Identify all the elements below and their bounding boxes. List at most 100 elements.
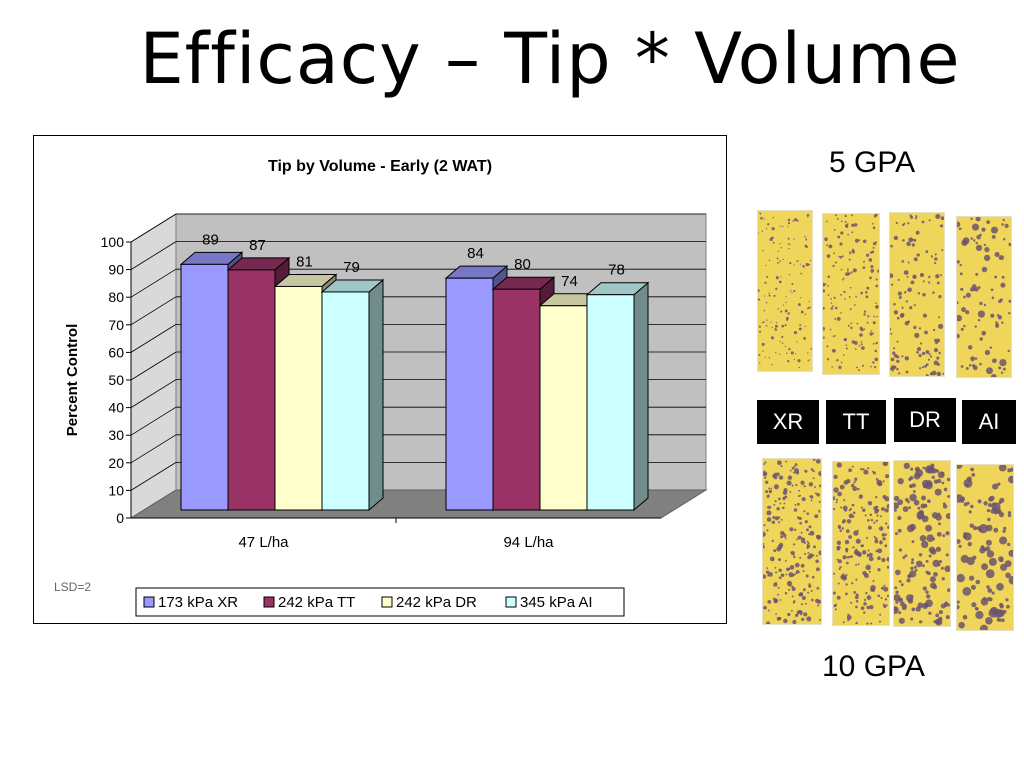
droplet-stain — [796, 341, 798, 343]
droplet-stain — [799, 324, 802, 327]
droplet-stain — [824, 283, 827, 286]
droplet-stain — [973, 239, 976, 242]
droplet-stain — [764, 476, 767, 479]
droplet-stain — [804, 602, 807, 605]
droplet-stain — [907, 574, 912, 579]
droplet-stain — [832, 264, 835, 268]
droplet-stain — [773, 475, 778, 480]
droplet-stain — [945, 513, 950, 520]
droplet-stain — [814, 492, 817, 495]
bar — [586, 294, 635, 511]
droplet-stain — [773, 598, 779, 603]
droplet-stain — [985, 569, 995, 579]
droplet-stain — [894, 586, 898, 590]
gridline-side — [130, 406, 177, 436]
droplet-stain — [910, 561, 914, 565]
data-label: 80 — [514, 256, 531, 273]
droplet-stain — [998, 618, 1002, 622]
droplet-stain — [768, 487, 771, 490]
droplet-stain — [874, 537, 878, 541]
droplet-stain — [937, 478, 942, 484]
droplet-stain — [866, 622, 869, 625]
droplet-stain — [924, 330, 928, 335]
droplet-stain — [863, 260, 865, 263]
droplet-stain — [916, 350, 919, 354]
droplet-stain — [938, 610, 943, 615]
droplet-stain — [876, 315, 878, 318]
droplet-stain — [842, 505, 848, 511]
droplet-stain — [809, 495, 811, 498]
droplet-stain — [981, 266, 988, 273]
droplet-stain — [761, 322, 763, 324]
droplet-stain — [826, 220, 828, 223]
droplet-stain — [917, 514, 923, 520]
droplet-stain — [847, 270, 849, 272]
droplet-stain — [970, 217, 973, 221]
droplet-stain — [805, 245, 808, 249]
spray-card-10gpa-xr — [762, 458, 822, 625]
droplet-stain — [759, 213, 762, 215]
droplet-stain — [834, 603, 837, 606]
droplet-stain — [893, 347, 896, 350]
droplet-stain — [836, 595, 841, 600]
droplet-stain — [855, 593, 859, 597]
droplet-stain — [845, 478, 851, 484]
droplet-stain — [978, 524, 988, 534]
droplet-stain — [1008, 312, 1011, 315]
droplet-stain — [925, 350, 930, 354]
droplet-stain — [842, 354, 845, 356]
droplet-stain — [861, 364, 864, 367]
droplet-stain — [911, 483, 917, 488]
droplet-stain — [795, 571, 798, 574]
droplet-stain — [979, 362, 982, 366]
droplet-stain — [781, 335, 784, 339]
droplet-stain — [906, 524, 915, 533]
droplet-stain — [763, 531, 766, 537]
droplet-stain — [917, 506, 921, 510]
droplet-stain — [764, 356, 767, 358]
droplet-stain — [787, 242, 790, 245]
droplet-stain — [806, 213, 810, 217]
droplet-stain — [900, 313, 905, 317]
droplet-stain — [872, 321, 876, 325]
droplet-stain — [914, 217, 917, 220]
droplet-stain — [845, 592, 848, 596]
droplet-stain — [763, 309, 766, 312]
droplet-stain — [921, 540, 929, 549]
droplet-stain — [897, 478, 904, 485]
droplet-stain — [774, 324, 778, 328]
chart-title: Tip by Volume - Early (2 WAT) — [268, 158, 492, 175]
droplet-stain — [858, 344, 861, 347]
droplet-stain — [874, 349, 878, 353]
droplet-stain — [816, 493, 820, 497]
droplet-stain — [963, 478, 973, 488]
droplet-stain — [903, 291, 907, 294]
droplet-stain — [998, 465, 1007, 472]
droplet-stain — [916, 253, 920, 257]
droplet-stain — [968, 510, 972, 514]
droplet-stain — [855, 600, 859, 603]
legend-swatch — [381, 596, 393, 608]
droplet-stain — [804, 552, 807, 556]
droplet-stain — [927, 499, 931, 504]
droplet-stain — [983, 254, 991, 262]
droplet-stain — [1004, 223, 1009, 229]
droplet-stain — [838, 255, 841, 258]
droplet-stain — [799, 263, 801, 265]
droplet-stain — [807, 591, 810, 594]
droplet-stain — [807, 352, 809, 354]
droplet-stain — [839, 566, 842, 569]
droplet-stain — [922, 292, 926, 297]
droplet-stain — [967, 541, 973, 547]
droplet-stain — [763, 524, 766, 527]
droplet-stain — [971, 223, 980, 231]
droplet-stain — [793, 290, 796, 293]
droplet-stain — [901, 355, 904, 358]
droplet-stain — [960, 554, 969, 564]
spray-card-10gpa-dr — [893, 460, 951, 627]
droplet-stain — [784, 537, 787, 540]
droplet-stain — [830, 297, 832, 300]
droplet-stain — [815, 598, 820, 604]
droplet-stain — [867, 549, 870, 552]
droplet-stain — [853, 549, 860, 556]
